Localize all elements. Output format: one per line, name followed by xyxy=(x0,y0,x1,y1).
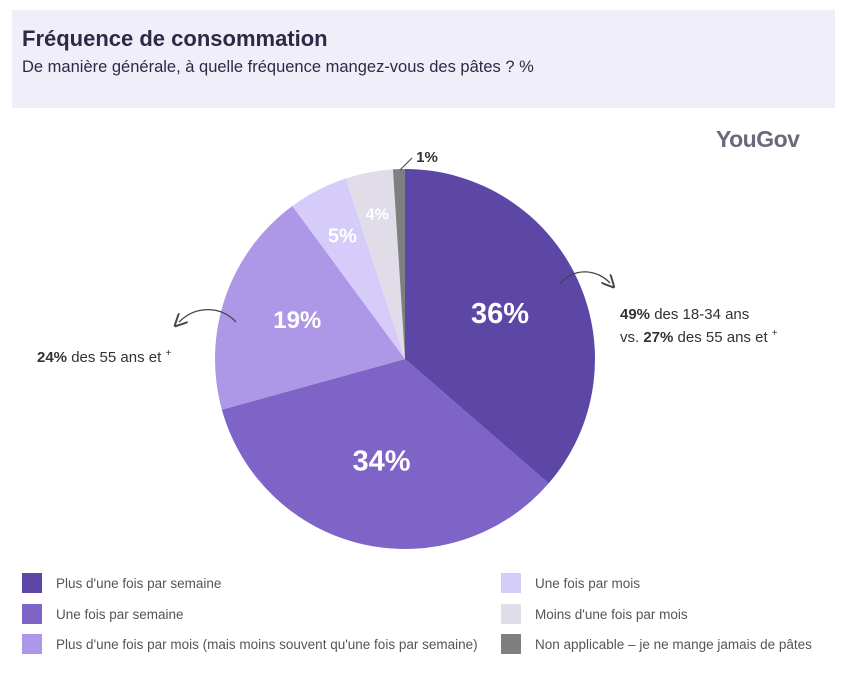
legend-label: Non applicable – je ne mange jamais de p… xyxy=(535,636,812,652)
legend-item-plus-une-fois-semaine: Plus d'une fois par semaine xyxy=(22,573,221,593)
pie-label-plus-une-fois-mois: 19% xyxy=(273,307,321,334)
annotation-right: 49% des 18-34 ans vs. 27% des 55 ans et … xyxy=(620,305,778,347)
pie-label-non-applicable: 1% xyxy=(416,149,438,166)
pie-label-une-fois-semaine: 34% xyxy=(353,445,411,477)
legend-swatch xyxy=(501,573,521,593)
legend-swatch xyxy=(501,604,521,624)
annotation-right-bold1: 49% xyxy=(620,306,651,323)
one-percent-leader-line xyxy=(399,157,413,171)
pie-label-moins-une-fois-mois: 4% xyxy=(366,207,389,224)
legend-label: Plus d'une fois par semaine xyxy=(56,575,222,591)
legend-swatch xyxy=(22,604,42,624)
annotation-right-prefix2: vs. xyxy=(620,329,644,346)
legend-swatch xyxy=(22,573,42,593)
annotation-arrow-right xyxy=(559,271,610,284)
legend-item-moins-une-fois-mois: Moins d'une fois par mois xyxy=(501,604,688,624)
annotation-left-text1: des 55 ans et xyxy=(67,349,166,366)
chart-title: Fréquence de consommation xyxy=(22,26,328,51)
pie-label-une-fois-mois: 5% xyxy=(328,226,357,248)
legend-item-une-fois-semaine: Une fois par semaine xyxy=(22,604,184,624)
legend-item-non-applicable: Non applicable – je ne mange jamais de p… xyxy=(501,634,812,654)
pie-label-plus-une-fois-semaine: 36% xyxy=(471,298,529,330)
pie-slice-plus-une-fois-mois xyxy=(215,205,405,410)
legend-label: Une fois par mois xyxy=(535,575,641,591)
yougov-logo: YouGov xyxy=(716,126,800,152)
annotation-arrow-left xyxy=(179,309,237,322)
legend-label: Moins d'une fois par mois xyxy=(535,606,688,622)
annotation-right-bold2: 27% xyxy=(643,329,674,346)
legend-item-une-fois-mois: Une fois par mois xyxy=(501,573,640,593)
annotation-left-plus: + xyxy=(165,348,172,359)
annotation-left: 24% des 55 ans et + xyxy=(37,344,171,367)
pie-slice-plus-une-fois-semaine xyxy=(405,169,596,484)
pie-slice-moins-une-fois-mois xyxy=(345,169,405,359)
chart-subtitle: De manière générale, à quelle fréquence … xyxy=(22,58,534,76)
annotation-right-text2: des 55 ans et xyxy=(673,329,772,346)
legend-item-plus-une-fois-mois: Plus d'une fois par mois (mais moins sou… xyxy=(22,634,478,654)
pie-slice-une-fois-mois xyxy=(292,178,405,359)
annotation-left-bold1: 24% xyxy=(37,349,68,366)
pie-slice-non-applicable xyxy=(392,169,405,359)
annotation-right-text1: des 18-34 ans xyxy=(650,306,750,323)
legend-label: Une fois par semaine xyxy=(56,606,184,622)
header-banner xyxy=(12,10,835,108)
annotation-right-plus: + xyxy=(771,328,778,339)
legend-label: Plus d'une fois par mois (mais moins sou… xyxy=(56,636,478,652)
pie-slice-une-fois-semaine xyxy=(221,359,549,549)
legend-swatch xyxy=(501,634,521,654)
legend-swatch xyxy=(22,634,42,654)
